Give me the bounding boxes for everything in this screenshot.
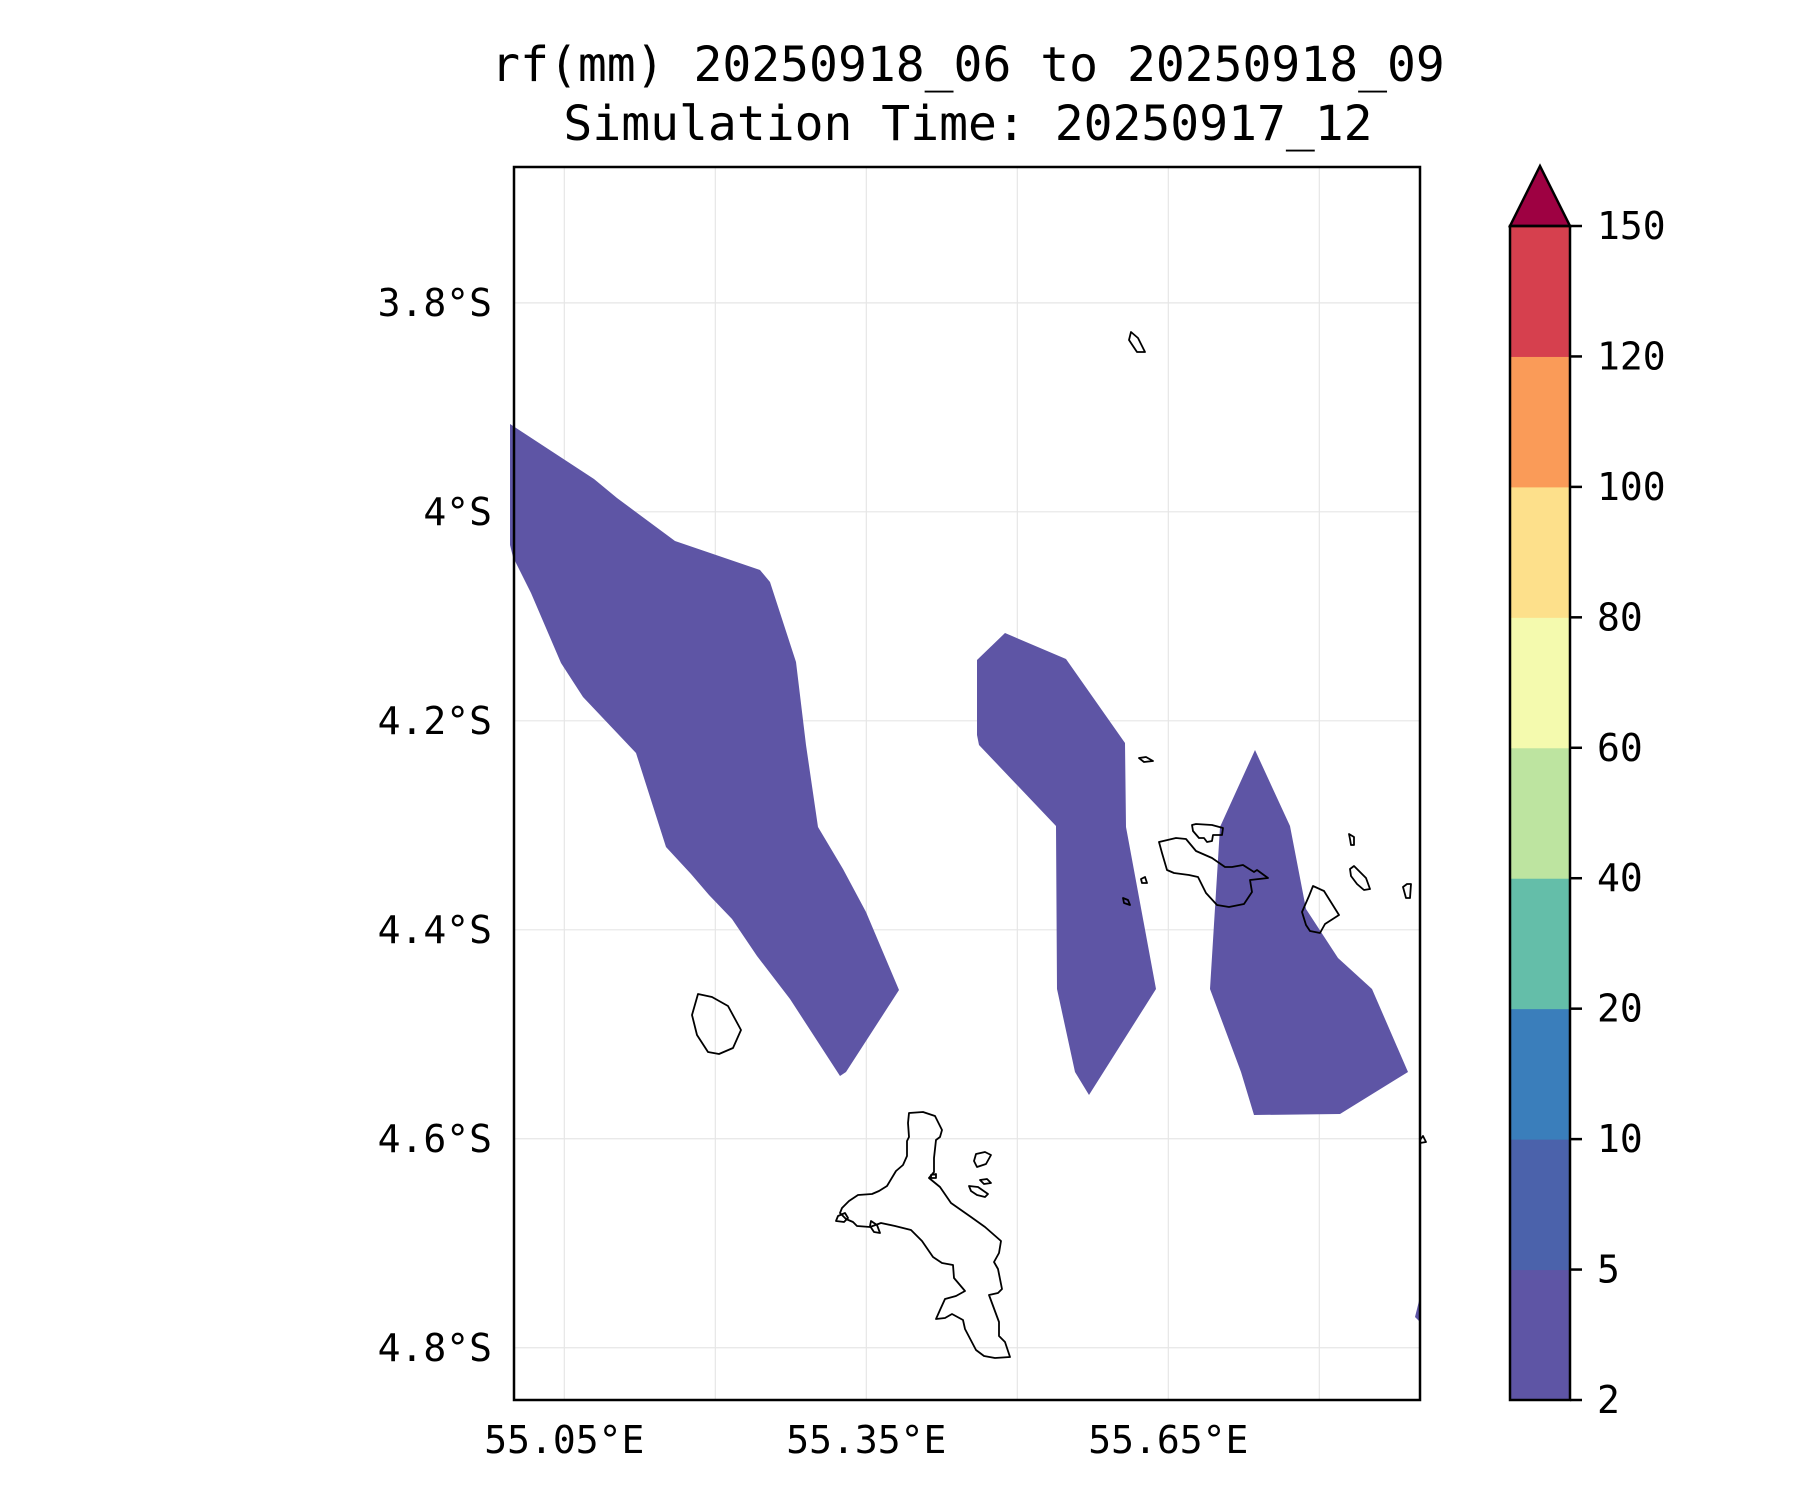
colorbar-tick-label-4: 40: [1597, 856, 1643, 900]
title-line-2: Simulation Time: 20250917_12: [563, 96, 1372, 152]
colorbar-tick-label-7: 100: [1597, 465, 1666, 509]
coastline-islet-ste-anne-3: [979, 1178, 992, 1185]
lat-tick-label-5: 4.8°S: [378, 1326, 492, 1370]
coastline-praslin-island: [1158, 837, 1269, 908]
title-line-1: rf(mm) 20250918_06 to 20250918_09: [491, 37, 1445, 93]
rainfall-area-west: [510, 424, 899, 1076]
map-frame: [512, 165, 1422, 1402]
lat-tick-label-3: 4.4°S: [378, 908, 492, 952]
coastline-islet-east-1: [1348, 833, 1355, 846]
lat-tick-label-4: 4.6°S: [378, 1117, 492, 1161]
colorbar-frame: [1508, 224, 1572, 1402]
rainfall-area-central: [977, 633, 1156, 1095]
map-panel: 3.8°S 4°S 4.2°S 4.4°S 4.6°S 4.8°S 55.05°E 55.3…: [378, 165, 1427, 1462]
colorbar-tick-label-0: 2: [1597, 1378, 1620, 1422]
colorbar-segment-4: [1510, 747, 1570, 879]
colorbar-tick-label-5: 60: [1597, 726, 1643, 770]
coastline-islet-curieuse: [1191, 823, 1224, 843]
rainfall-areas: [510, 424, 1420, 1322]
colorbar-segment-8: [1510, 226, 1570, 357]
rainfall-area-east: [1210, 750, 1408, 1115]
colorbar-tick-label-3: 20: [1597, 987, 1643, 1031]
coastline-islet-felicite: [1349, 865, 1371, 891]
latitude-tick-labels: 3.8°S 4°S 4.2°S 4.4°S 4.6°S 4.8°S: [378, 281, 492, 1370]
coastline-islet-small-3: [1122, 897, 1131, 906]
colorbar-segment-0: [1510, 1269, 1570, 1401]
colorbar-tick-label-2: 10: [1597, 1117, 1643, 1161]
colorbar-extend-arrow: [1507, 163, 1573, 228]
colorbar-tick-label-8: 120: [1597, 334, 1666, 378]
colorbar-tick-label-6: 80: [1597, 595, 1643, 639]
colorbar-segment-5: [1510, 617, 1570, 749]
longitude-tick-labels: 55.05°E 55.35°E 55.65°E: [484, 1418, 1248, 1462]
coastline-islet-conception: [869, 1220, 881, 1234]
coastline-islet-la-digue: [1301, 885, 1340, 934]
lat-tick-label-1: 4°S: [423, 490, 492, 534]
colorbar-tick-label-1: 5: [1597, 1248, 1620, 1292]
lat-tick-label-0: 3.8°S: [378, 281, 492, 325]
coastline-silhouette-island: [691, 993, 742, 1055]
coastlines: [691, 331, 1427, 1359]
coastline-islet-mahe-north: [930, 1173, 937, 1179]
colorbar-segment-6: [1510, 486, 1570, 618]
colorbar-segment-7: [1510, 356, 1570, 488]
lon-tick-label-2: 55.65°E: [1088, 1418, 1248, 1462]
lon-tick-label-1: 55.35°E: [786, 1418, 946, 1462]
colorbar-segment-3: [1510, 878, 1570, 1010]
coastline-islet-therese: [835, 1212, 849, 1223]
lat-tick-label-2: 4.2°S: [378, 699, 492, 743]
coastline-islet-north: [1128, 331, 1146, 353]
coastline-islet-small-1: [1138, 756, 1154, 763]
colorbar-segment-1: [1510, 1139, 1570, 1271]
colorbar-segment-2: [1510, 1008, 1570, 1140]
coastline-islet-east-2: [1402, 883, 1412, 899]
coastline-islet-ste-anne-2: [968, 1185, 989, 1198]
coastline-islet-ste-anne: [973, 1151, 992, 1168]
lon-tick-label-0: 55.05°E: [484, 1418, 644, 1462]
coastline-mahe-island: [839, 1111, 1011, 1359]
colorbar-tick-label-9: 150: [1597, 204, 1666, 248]
coastline-islet-small-2: [1140, 876, 1148, 884]
colorbar: 2 5 10 20 40 60 80 100 120 150: [1507, 163, 1666, 1422]
